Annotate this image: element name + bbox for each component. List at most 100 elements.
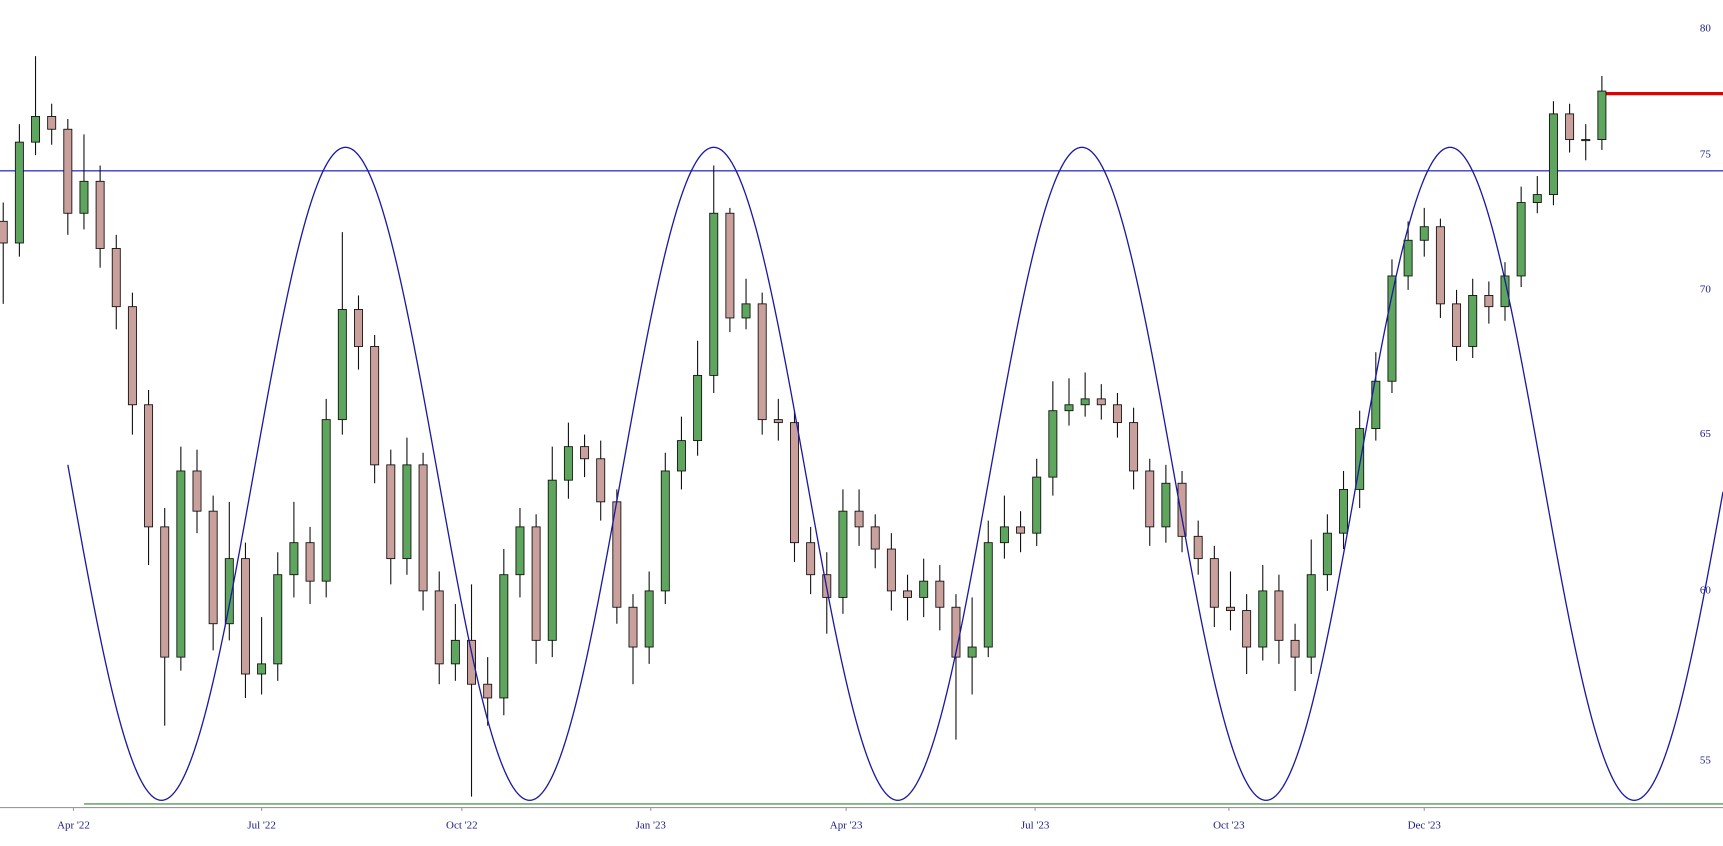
candle-body (1226, 606, 1235, 611)
candle-body (1484, 295, 1494, 308)
candle-body (1597, 90, 1607, 140)
candle-body (757, 303, 767, 421)
candle-body (741, 303, 751, 319)
candle-body (321, 419, 331, 582)
candle-body (1516, 202, 1526, 277)
candle-body (596, 458, 606, 503)
candle-body (79, 180, 89, 214)
candle-body (450, 639, 460, 665)
candle-body (967, 646, 977, 658)
x-tick-label: Oct '23 (1213, 820, 1245, 832)
candle-body (144, 404, 154, 528)
y-tick-label: 80 (1700, 23, 1711, 35)
candle-body (773, 419, 783, 424)
candle-body (935, 580, 945, 608)
candle-body (160, 526, 170, 658)
candle-body (1419, 226, 1429, 241)
candle-body (1532, 194, 1542, 203)
candle-body (1548, 113, 1558, 196)
candle-body (240, 558, 250, 675)
x-tick-label: Apr '23 (830, 820, 863, 832)
candle-body (580, 446, 590, 460)
candle-body (47, 116, 57, 130)
candle-body (1387, 275, 1397, 382)
candle-body (1258, 590, 1268, 648)
candle-body (434, 590, 444, 665)
y-tick-label: 65 (1700, 428, 1711, 440)
candle-body (628, 606, 638, 648)
candle-body (386, 464, 396, 560)
candle-body (337, 309, 347, 421)
x-tick-label: Dec '23 (1408, 820, 1442, 832)
candle-body (1468, 295, 1478, 347)
candle-body (1193, 535, 1203, 560)
candle-body (1500, 275, 1510, 308)
candle-body (919, 580, 929, 598)
candle-body (467, 639, 477, 685)
candle-body (660, 470, 670, 592)
candle-body (1209, 558, 1219, 608)
candle-body (257, 663, 267, 675)
candle-body (1371, 380, 1381, 430)
candle-body (1435, 226, 1445, 305)
candle-body (1565, 113, 1575, 140)
candle-body (1129, 422, 1139, 472)
candle-body (983, 542, 993, 648)
y-tick-label: 60 (1700, 584, 1711, 596)
candle-body (224, 558, 234, 625)
candle-body (725, 212, 735, 319)
candle-body (354, 309, 363, 347)
candle-body (370, 346, 380, 466)
candle-body (176, 470, 186, 658)
candle-body (1274, 590, 1284, 641)
candle-body (886, 548, 896, 592)
candle-body (95, 180, 105, 249)
candle-body (1145, 470, 1155, 528)
candle-body (838, 510, 848, 598)
y-tick-label: 70 (1700, 283, 1711, 295)
candle-body (1242, 610, 1252, 648)
candle-body (1032, 476, 1042, 534)
candle-body (644, 590, 654, 648)
x-tick-label: Jan '23 (636, 820, 667, 832)
candle-body (1339, 488, 1348, 534)
candle-body (273, 574, 283, 665)
candle-body (547, 479, 557, 641)
candle-body (676, 440, 686, 472)
candle-body (870, 526, 880, 550)
candle-body (14, 141, 24, 244)
candle-body (127, 306, 137, 406)
candle-body (1403, 239, 1413, 277)
candle-body (31, 116, 41, 143)
candle-body (1048, 410, 1058, 478)
candle-body (305, 542, 315, 582)
candle-body (1322, 532, 1332, 576)
candle-body (693, 374, 703, 442)
y-tick-label: 75 (1700, 149, 1711, 161)
candle-body (289, 542, 299, 576)
candle-body (192, 470, 202, 512)
candle-body (63, 128, 73, 214)
candle-body (1080, 398, 1090, 406)
candle-body (1016, 526, 1026, 534)
candle-body (563, 446, 573, 481)
candle-body (402, 464, 412, 560)
x-tick-label: Oct '22 (446, 820, 478, 832)
candle-body (531, 526, 541, 641)
candle-body (1177, 482, 1187, 537)
candle-body (854, 510, 864, 528)
candle-body (1355, 428, 1365, 490)
candle-body (709, 212, 719, 376)
candle-body (806, 542, 816, 576)
candle-body (1112, 404, 1122, 424)
candle-body (1306, 574, 1316, 658)
candle-body (790, 422, 799, 544)
candle-body (1161, 482, 1171, 528)
candle-body (1452, 303, 1462, 347)
candle-body (208, 510, 218, 625)
candle-body (515, 526, 525, 576)
y-tick-label: 55 (1700, 754, 1711, 766)
candle-body (0, 220, 8, 244)
candle-body (1064, 404, 1074, 412)
